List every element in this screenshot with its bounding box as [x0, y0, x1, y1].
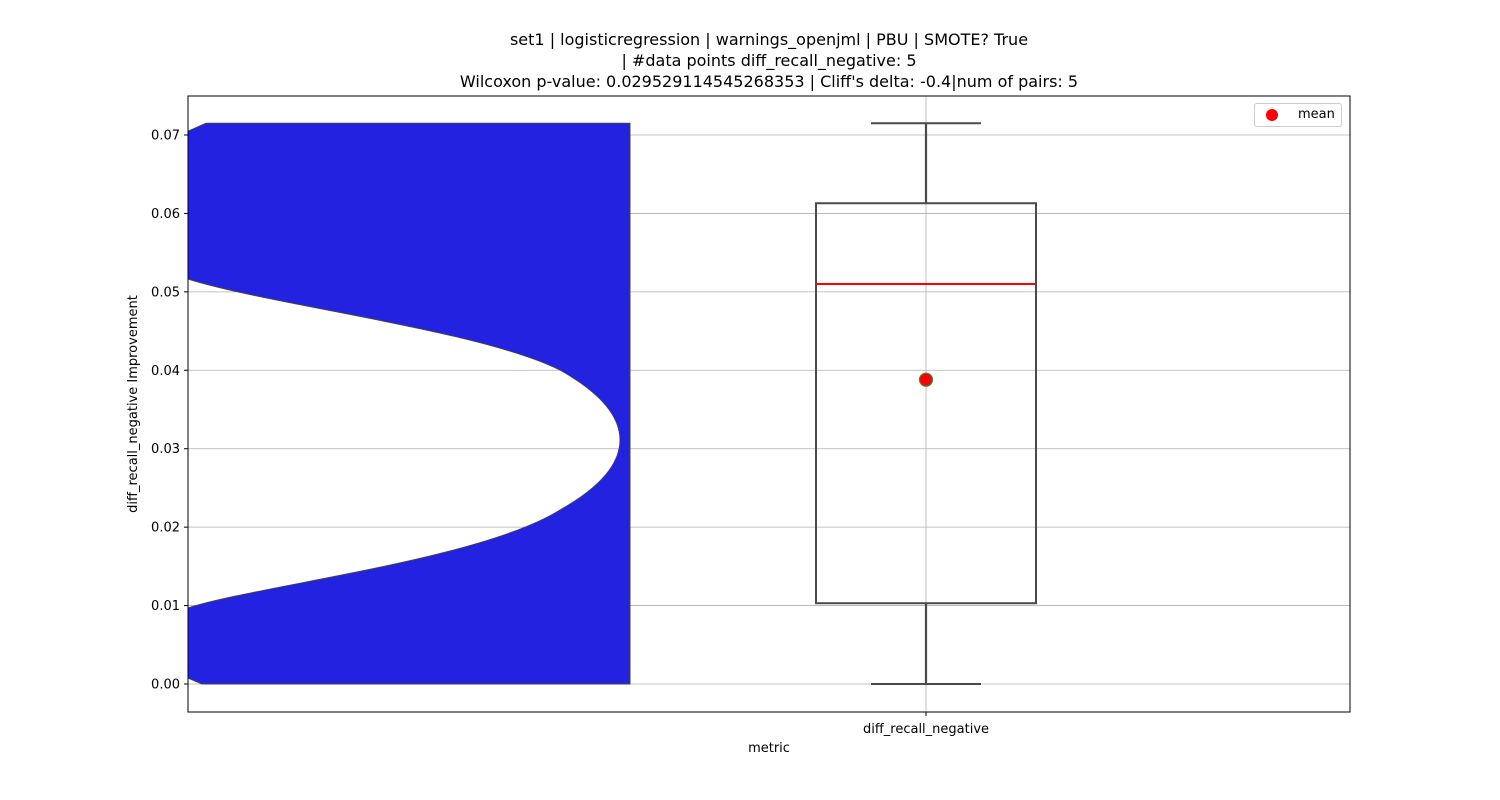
x-axis-label: metric: [748, 741, 790, 756]
box-iqr: [815, 202, 1037, 605]
y-tick-label: 0.05: [151, 285, 180, 300]
y-axis-ticks: 0.00 0.01 0.02 0.03 0.04 0.05 0.06 0.07: [151, 129, 188, 693]
y-tick-label: 0.01: [151, 599, 180, 614]
mean-marker: [918, 372, 934, 387]
y-tick-label: 0.02: [151, 521, 180, 536]
x-axis-ticks: diff_recall_negative: [863, 712, 989, 737]
y-tick-label: 0.07: [151, 129, 180, 144]
y-axis-label: diff_recall_negative Improvement: [126, 295, 141, 513]
mean-marker-icon: [1266, 109, 1278, 121]
y-tick-label: 0.06: [151, 207, 180, 222]
y-tick-label: 0.03: [151, 442, 180, 457]
chart-title-line-1: set1 | logisticregression | warnings_ope…: [509, 30, 1029, 49]
legend-label-mean: mean: [1298, 107, 1335, 122]
y-tick-label: 0.04: [151, 364, 180, 379]
box-plot-group: [815, 122, 1037, 685]
x-tick-label: diff_recall_negative: [863, 722, 989, 737]
chart-title-line-3: Wilcoxon p-value: 0.029529114545268353 |…: [459, 72, 1079, 91]
violin-shape: [187, 122, 631, 685]
plot-frame: [187, 95, 1351, 713]
legend: mean: [1254, 103, 1342, 127]
y-tick-label: 0.00: [151, 678, 180, 693]
chart-title-line-2: | #data points diff_recall_negative: 5: [621, 51, 917, 70]
